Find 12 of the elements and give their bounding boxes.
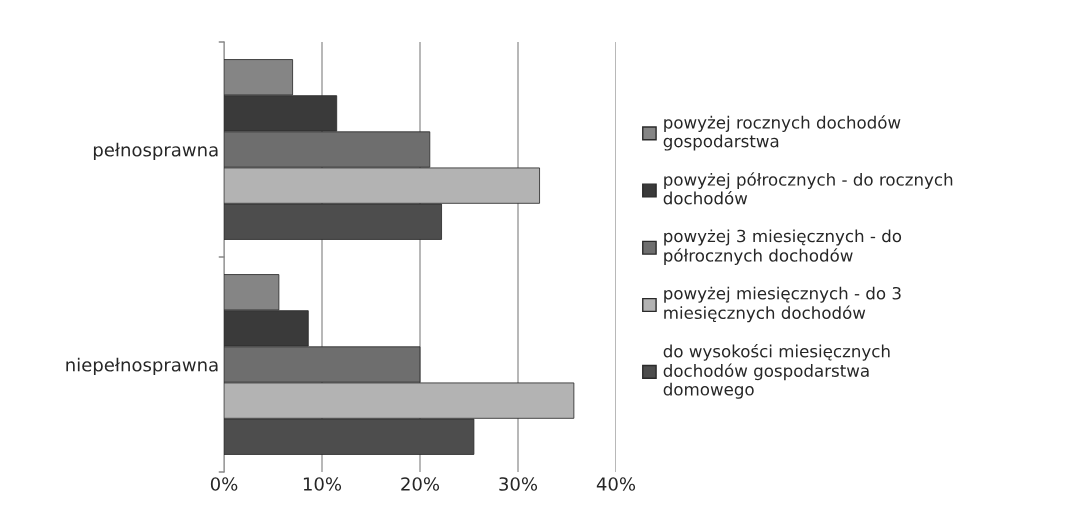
x-tick-label: 40%: [596, 477, 636, 491]
legend-label: do wysokości miesięcznych dochodów gospodarstwa domowego: [663, 343, 890, 399]
legend-label: powyżej miesięcznych - do 3 miesięcznych dochodów: [664, 286, 901, 323]
y-tick-label: pełnosprawna: [93, 142, 218, 161]
x-tick-label: 0%: [210, 477, 238, 491]
y-tick-label: niepełnosprawna: [66, 357, 218, 376]
x-tick-label: 30%: [499, 477, 538, 491]
legend-label: powyżej 3 miesięcznych - do półrocznych dochodów: [664, 229, 902, 265]
legend-label: powyżej półrocznych - do rocznych dochodów: [663, 172, 953, 205]
x-tick-label: 10%: [303, 477, 342, 491]
x-tick-label: 20%: [401, 477, 440, 491]
legend-label: powyżej rocznych dochodów gospodarstwa: [663, 115, 901, 151]
